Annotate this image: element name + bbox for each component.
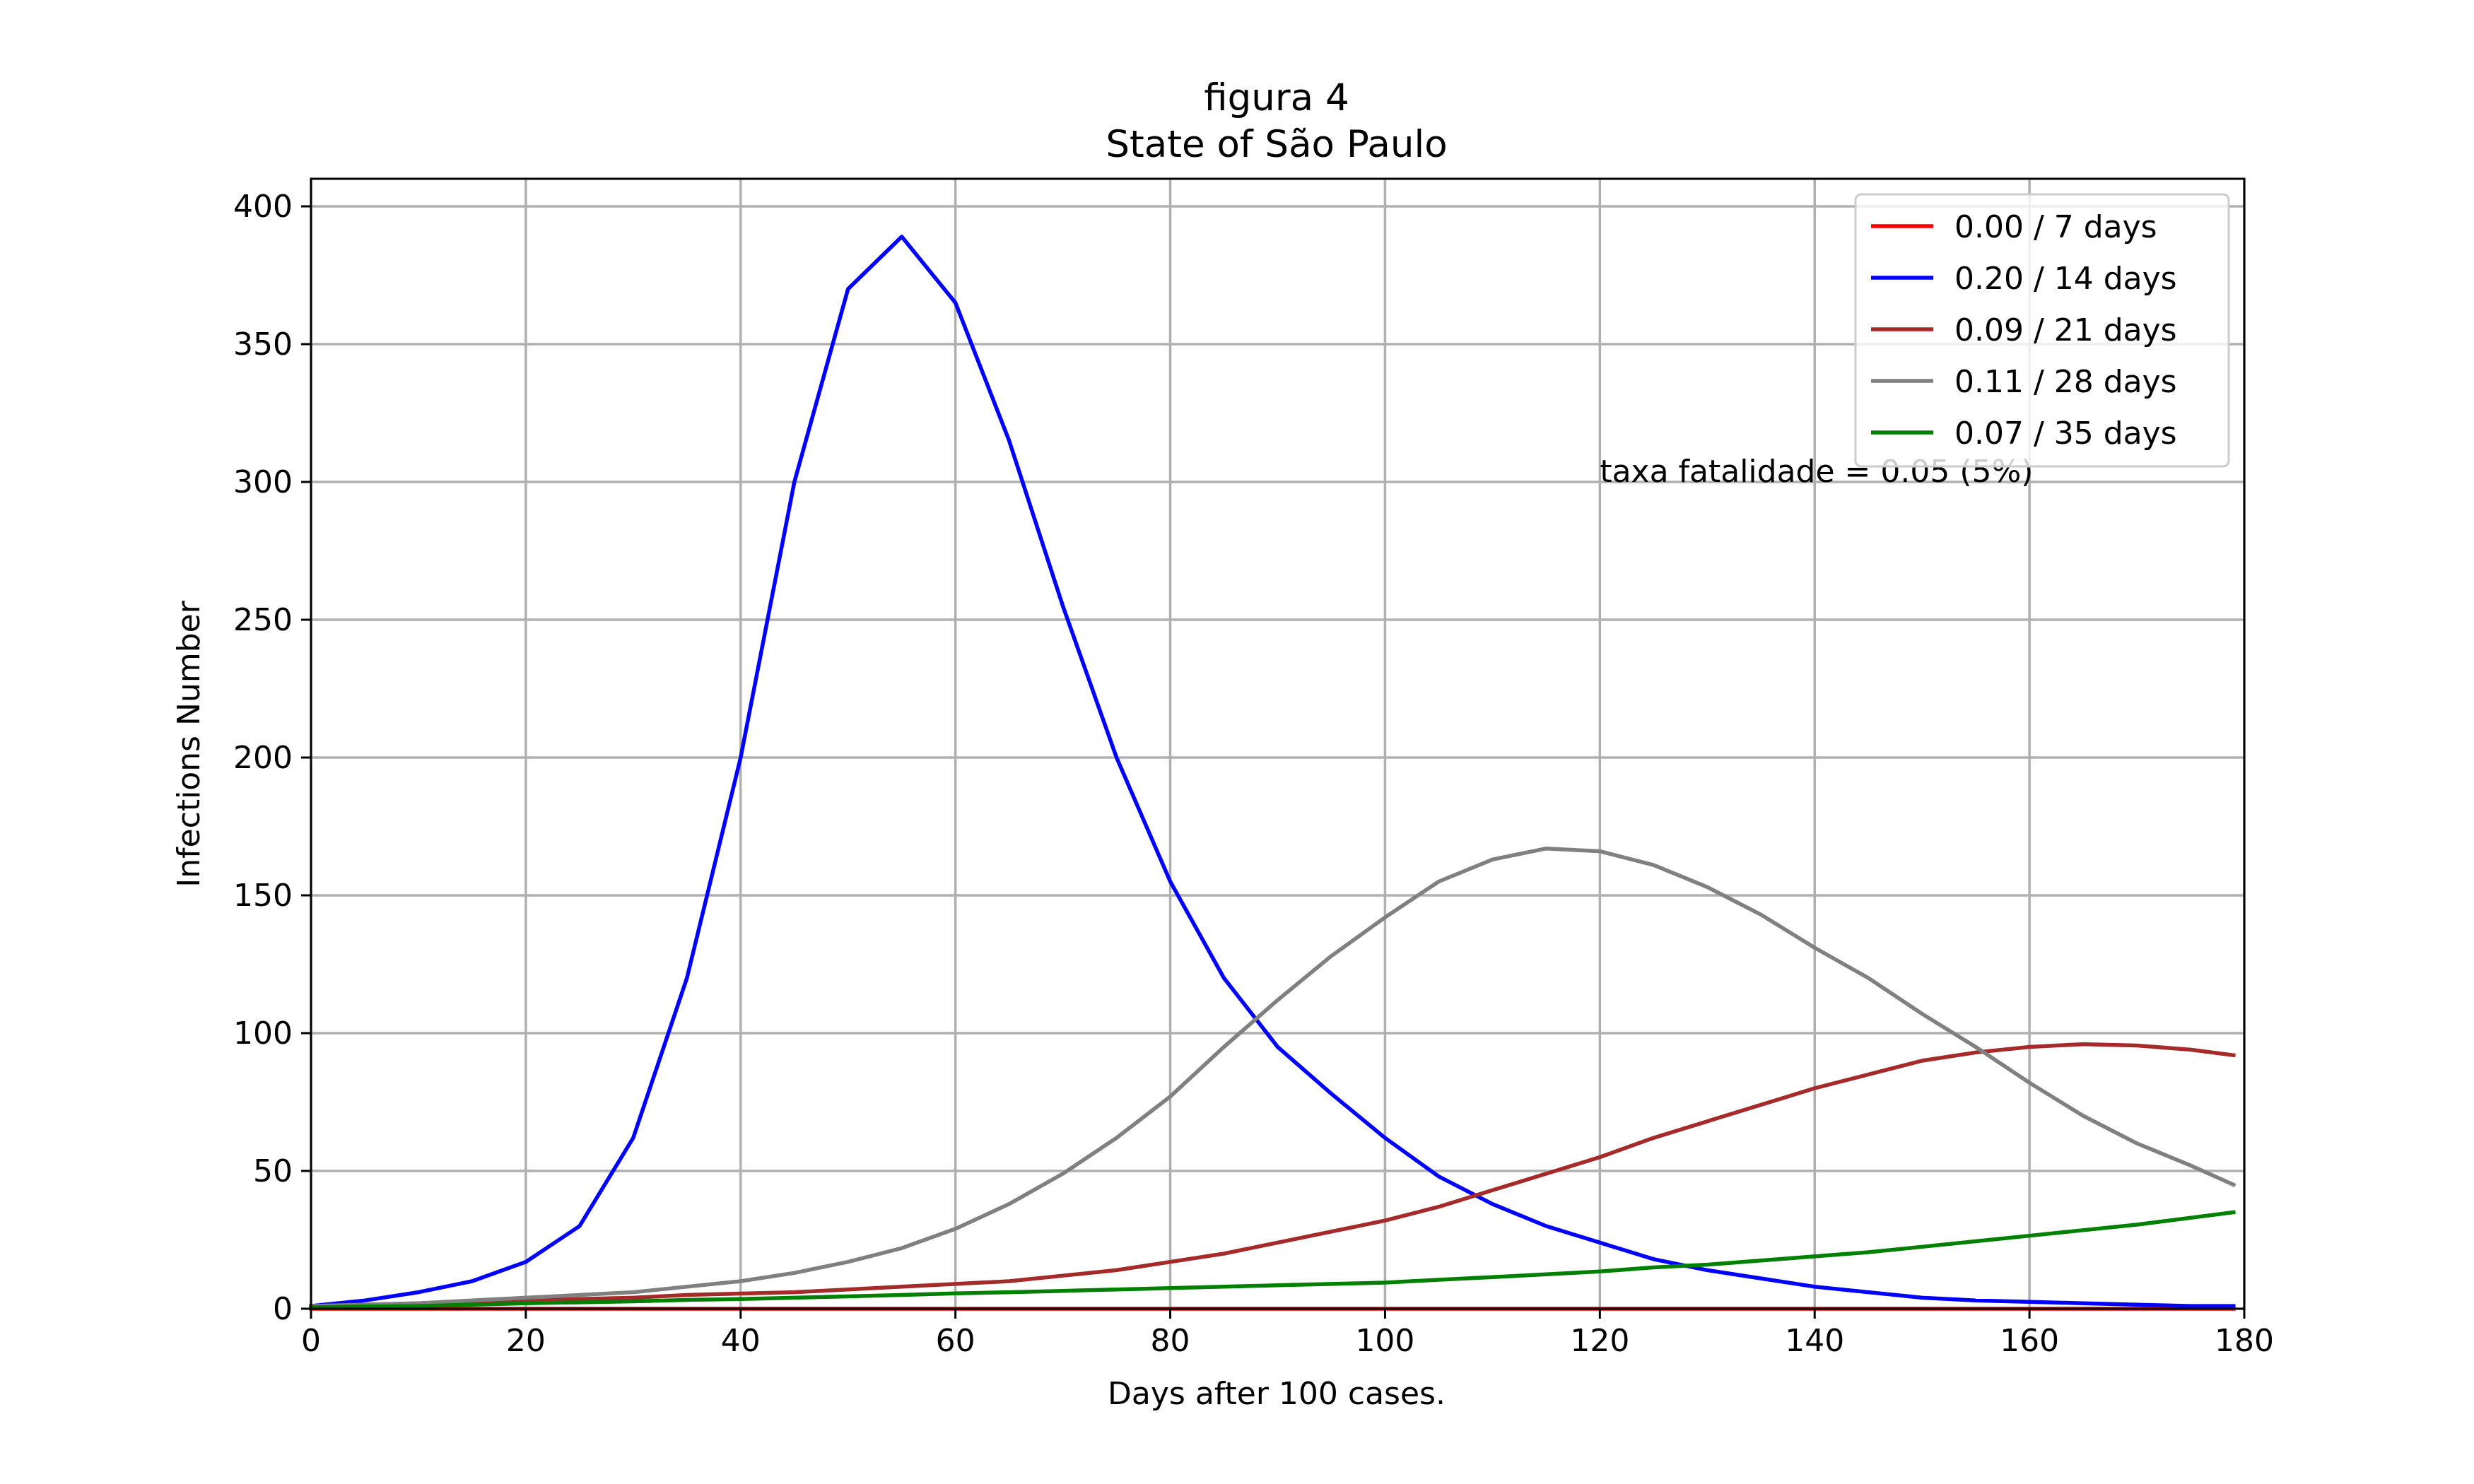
legend-label: 0.20 / 14 days bbox=[1954, 261, 2177, 297]
y-tick-label: 0 bbox=[273, 1291, 293, 1327]
y-axis-label: Infections Number bbox=[171, 600, 207, 887]
y-tick-label: 350 bbox=[233, 326, 293, 363]
legend-label: 0.09 / 21 days bbox=[1954, 312, 2177, 348]
x-tick-label: 120 bbox=[1570, 1323, 1629, 1359]
x-tick-label: 140 bbox=[1785, 1323, 1844, 1359]
legend-label: 0.07 / 35 days bbox=[1954, 416, 2177, 452]
chart-subtitle: State of São Paulo bbox=[1106, 123, 1447, 166]
x-axis-label: Days after 100 cases. bbox=[1108, 1376, 1446, 1412]
y-tick-label: 50 bbox=[253, 1153, 293, 1189]
series-line-0-11-28-days bbox=[309, 846, 2236, 1308]
y-tick-label: 200 bbox=[233, 740, 293, 776]
legend-box bbox=[1854, 193, 2230, 468]
x-tick-label: 0 bbox=[301, 1323, 321, 1359]
legend-label: 0.00 / 7 days bbox=[1954, 209, 2157, 245]
x-tick-label: 40 bbox=[721, 1323, 761, 1359]
y-tick-label: 100 bbox=[233, 1015, 293, 1052]
axis-ticks: 0 20 40 60 80 100 120 140 160 180 0 50 100 150 200 250 3… bbox=[233, 189, 2274, 1359]
y-tick-label: 300 bbox=[233, 464, 293, 500]
x-tick-label: 80 bbox=[1151, 1323, 1190, 1359]
series-line-0-07-35-days bbox=[309, 1210, 2236, 1309]
legend: 0.00 / 7 days 0.20 / 14 days 0.09 / 21 day… bbox=[1854, 193, 2230, 468]
y-tick-label: 150 bbox=[233, 878, 293, 914]
plot-area-frame bbox=[310, 177, 2246, 1310]
x-tick-label: 160 bbox=[2000, 1323, 2059, 1359]
y-tick-label: 250 bbox=[233, 602, 293, 638]
x-tick-label: 60 bbox=[936, 1323, 975, 1359]
x-tick-label: 100 bbox=[1355, 1323, 1414, 1359]
x-tick-label: 180 bbox=[2215, 1323, 2274, 1359]
x-tick-label: 20 bbox=[506, 1323, 546, 1359]
legend-label: 0.11 / 28 days bbox=[1954, 364, 2177, 400]
series-line-0-20-14-days bbox=[308, 235, 2236, 1309]
y-tick-label: 400 bbox=[233, 189, 293, 225]
series-line-0-09-21-days bbox=[309, 1042, 2236, 1308]
chart-title: figura 4 bbox=[1204, 76, 1349, 119]
